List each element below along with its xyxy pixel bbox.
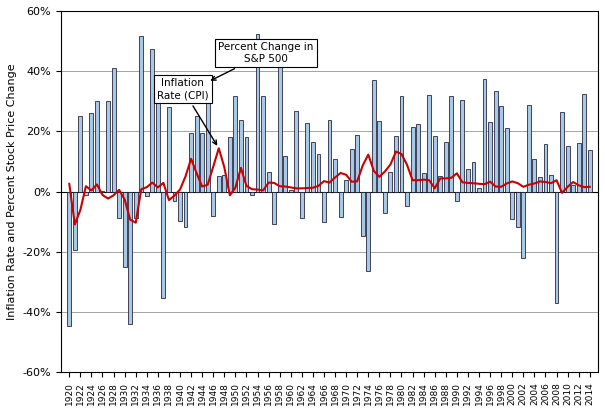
Bar [427, 95, 431, 192]
Bar [411, 127, 414, 192]
Bar [234, 96, 237, 192]
Bar [156, 95, 160, 192]
Bar [316, 154, 321, 192]
Bar [416, 124, 420, 192]
Bar [433, 136, 437, 192]
Text: Inflation
Rate (CPI): Inflation Rate (CPI) [157, 78, 217, 145]
Bar [272, 192, 276, 224]
Bar [200, 133, 204, 192]
Bar [295, 111, 298, 192]
Bar [327, 120, 332, 192]
Bar [306, 123, 309, 192]
Bar [510, 192, 514, 219]
Bar [283, 156, 287, 192]
Bar [239, 120, 243, 192]
Bar [405, 192, 409, 206]
Bar [538, 177, 542, 192]
Bar [255, 34, 260, 192]
Bar [228, 137, 232, 192]
Bar [344, 180, 348, 192]
Bar [555, 192, 558, 303]
Bar [189, 133, 193, 192]
Bar [483, 79, 486, 192]
Bar [106, 101, 110, 192]
Bar [311, 142, 315, 192]
Bar [261, 96, 265, 192]
Bar [278, 61, 281, 192]
Bar [117, 192, 121, 218]
Text: Percent Change in
S&P 500: Percent Change in S&P 500 [212, 42, 313, 80]
Bar [438, 176, 442, 192]
Bar [543, 144, 548, 192]
Bar [139, 36, 143, 192]
Bar [494, 91, 497, 192]
Bar [549, 175, 553, 192]
Bar [322, 192, 326, 222]
Bar [505, 129, 509, 192]
Bar [588, 150, 592, 192]
Bar [206, 82, 210, 192]
Bar [112, 68, 116, 192]
Bar [95, 101, 99, 192]
Bar [532, 159, 536, 192]
Bar [195, 116, 198, 192]
Bar [339, 192, 342, 217]
Bar [477, 188, 481, 192]
Bar [123, 192, 126, 267]
Bar [162, 192, 165, 298]
Bar [100, 191, 105, 192]
Bar [223, 175, 226, 192]
Bar [499, 106, 503, 192]
Bar [488, 122, 492, 192]
Bar [394, 136, 398, 192]
Bar [399, 96, 404, 192]
Bar [516, 192, 520, 227]
Bar [388, 172, 393, 192]
Bar [134, 192, 138, 218]
Bar [571, 185, 575, 192]
Bar [466, 169, 470, 192]
Bar [172, 192, 177, 201]
Bar [527, 105, 531, 192]
Bar [355, 135, 359, 192]
Bar [145, 192, 149, 196]
Bar [378, 121, 381, 192]
Bar [460, 100, 465, 192]
Bar [79, 116, 82, 192]
Bar [178, 192, 182, 221]
Bar [183, 192, 188, 227]
Bar [582, 94, 586, 192]
Bar [151, 49, 154, 192]
Bar [471, 162, 476, 192]
Bar [211, 192, 215, 216]
Bar [455, 192, 459, 201]
Bar [444, 142, 448, 192]
Bar [450, 96, 453, 192]
Bar [560, 112, 564, 192]
Bar [350, 149, 353, 192]
Bar [217, 176, 221, 192]
Bar [250, 192, 254, 195]
Bar [84, 192, 88, 195]
Bar [167, 107, 171, 192]
Bar [333, 159, 337, 192]
Bar [128, 192, 132, 323]
Bar [73, 192, 77, 250]
Bar [372, 80, 376, 192]
Bar [244, 137, 249, 192]
Bar [90, 113, 93, 192]
Bar [383, 192, 387, 213]
Bar [577, 143, 581, 192]
Bar [361, 192, 365, 236]
Bar [522, 192, 525, 258]
Bar [289, 190, 293, 192]
Bar [566, 146, 569, 192]
Bar [422, 173, 425, 192]
Bar [67, 192, 71, 326]
Y-axis label: Inflation Rate and Percent Stock Price Change: Inflation Rate and Percent Stock Price C… [7, 63, 17, 320]
Bar [267, 172, 270, 192]
Bar [300, 192, 304, 218]
Bar [367, 192, 370, 272]
